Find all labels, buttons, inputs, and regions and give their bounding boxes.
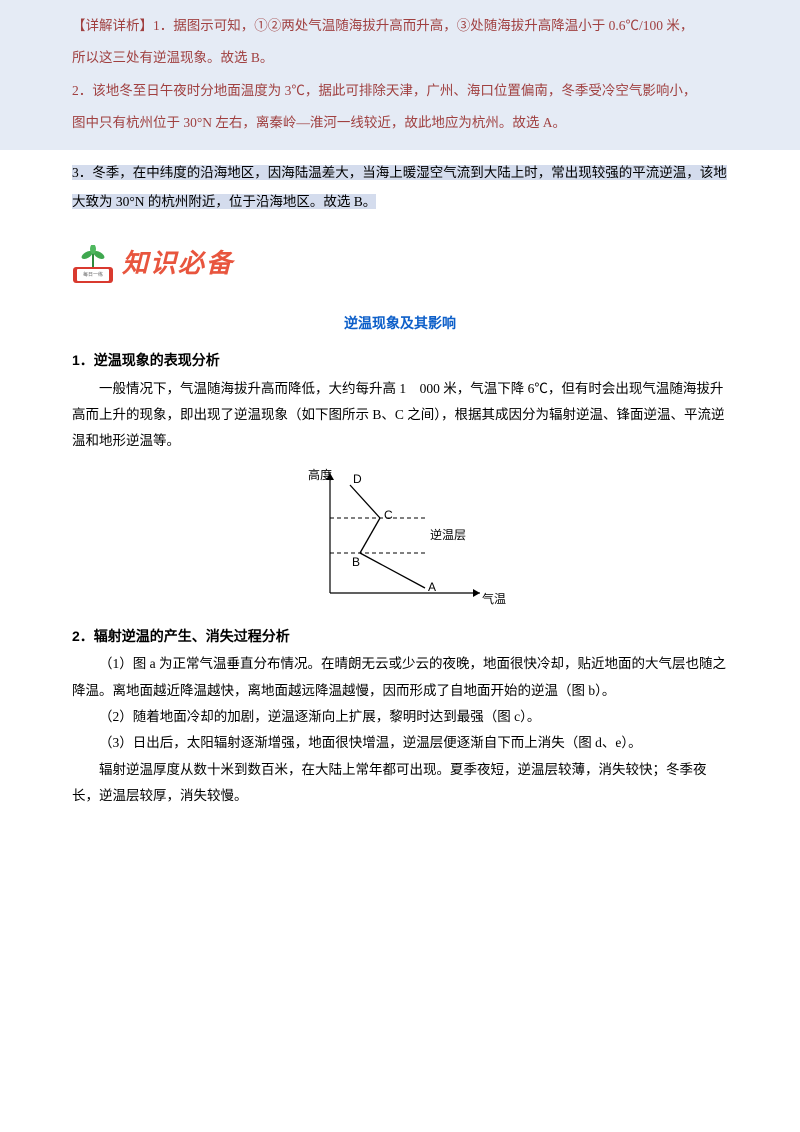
chart-svg: D C B A 高度 气温 逆温层: [280, 463, 520, 613]
paragraph-2-4: 辐射逆温厚度从数十米到数百米，在大陆上常年都可出现。夏季夜短，逆温层较薄，消失较…: [72, 757, 728, 810]
analysis-line-1: 【详解详析】1．据图示可知，①②两处气温随海拔升高而升高，③处随海拔升高降温小于…: [72, 10, 728, 42]
section-title: 逆温现象及其影响: [0, 308, 800, 339]
plant-icon: [77, 245, 109, 267]
banner-title: 知识必备: [122, 235, 234, 292]
paragraph-2-2: （2）随着地面冷却的加剧，逆温逐渐向上扩展，黎明时达到最强（图 c）。: [72, 704, 728, 730]
inversion-chart: D C B A 高度 气温 逆温层: [72, 463, 728, 613]
banner-icon: 每日一练: [72, 245, 114, 283]
analysis-line-2: 所以这三处有逆温现象。故选 B。: [72, 42, 728, 74]
chart-point-d: D: [353, 472, 362, 486]
analysis-line-3: 2．该地冬至日午夜时分地面温度为 3℃，据此可排除天津，广州、海口位置偏南，冬季…: [72, 75, 728, 107]
paragraph-1: 一般情况下，气温随海拔升高而降低，大约每升高 1 000 米，气温下降 6℃，但…: [72, 376, 728, 455]
chart-y-label: 高度: [308, 467, 332, 482]
paragraph-2-3: （3）日出后，太阳辐射逐渐增强，地面很快增温，逆温层便逐渐自下而上消失（图 d、…: [72, 730, 728, 756]
answer-3-text: 3．冬季，在中纬度的沿海地区，因海陆温差大，当海上暖湿空气流到大陆上时，常出现较…: [72, 165, 727, 210]
inline-highlight-section: 3．冬季，在中纬度的沿海地区，因海陆温差大，当海上暖湿空气流到大陆上时，常出现较…: [0, 150, 800, 217]
heading-2: 2．辐射逆温的产生、消失过程分析: [72, 621, 728, 652]
section-banner: 每日一练 知识必备: [72, 235, 728, 292]
analysis-line-4: 图中只有杭州位于 30°N 左右，离秦岭—淮河一线较近，故此地应为杭州。故选 A…: [72, 107, 728, 139]
chart-point-a: A: [428, 580, 436, 594]
chart-point-b: B: [352, 555, 360, 569]
content-body: 1．逆温现象的表现分析 一般情况下，气温随海拔升高而降低，大约每升高 1 000…: [0, 345, 800, 809]
analysis-highlight-box: 【详解详析】1．据图示可知，①②两处气温随海拔升高而升高，③处随海拔升高降温小于…: [0, 0, 800, 150]
chart-layer-label: 逆温层: [430, 527, 466, 542]
heading-1: 1．逆温现象的表现分析: [72, 345, 728, 376]
chart-point-c: C: [384, 508, 393, 522]
paragraph-2-1: （1）图 a 为正常气温垂直分布情况。在晴朗无云或少云的夜晚，地面很快冷却，贴近…: [72, 651, 728, 704]
chart-x-label: 气温: [482, 591, 506, 606]
tablet-text: 每日一练: [77, 269, 109, 281]
tablet-icon: 每日一练: [73, 267, 113, 283]
